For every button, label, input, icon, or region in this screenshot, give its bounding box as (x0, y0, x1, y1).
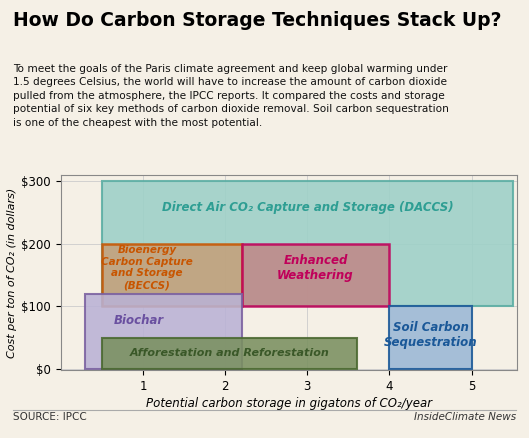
Text: Enhanced
Weathering: Enhanced Weathering (277, 254, 354, 282)
Text: SOURCE: IPCC: SOURCE: IPCC (13, 412, 87, 422)
Text: InsideClimate News: InsideClimate News (414, 412, 516, 422)
X-axis label: Potential carbon storage in gigatons of CO₂/year: Potential carbon storage in gigatons of … (146, 397, 432, 410)
Text: Biochar: Biochar (114, 314, 164, 327)
Text: Bioenergy
Carbon Capture
and Storage
(BECCS): Bioenergy Carbon Capture and Storage (BE… (101, 245, 193, 290)
Bar (102, 338, 357, 369)
Text: Soil Carbon
Sequestration: Soil Carbon Sequestration (384, 321, 477, 349)
Text: Direct Air CO₂ Capture and Storage (DACCS): Direct Air CO₂ Capture and Storage (DACC… (161, 201, 453, 214)
Text: How Do Carbon Storage Techniques Stack Up?: How Do Carbon Storage Techniques Stack U… (13, 11, 501, 30)
Bar (242, 244, 389, 307)
Text: Afforestation and Reforestation: Afforestation and Reforestation (130, 348, 329, 358)
Bar (102, 244, 242, 307)
Bar (389, 307, 472, 369)
Bar (102, 181, 513, 307)
Y-axis label: Cost per ton of CO₂ (in dollars): Cost per ton of CO₂ (in dollars) (7, 187, 17, 358)
Bar (86, 294, 242, 369)
Text: To meet the goals of the Paris climate agreement and keep global warming under
1: To meet the goals of the Paris climate a… (13, 64, 449, 128)
